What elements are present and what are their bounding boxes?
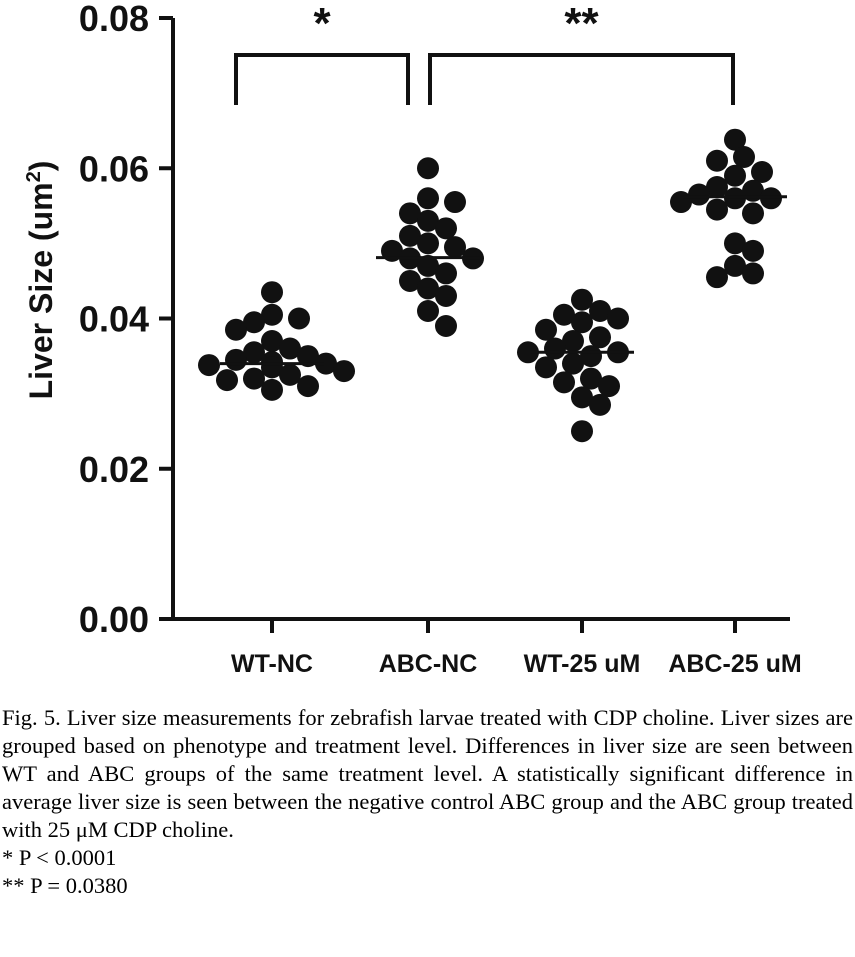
data-point	[399, 224, 421, 247]
data-point	[670, 191, 692, 214]
data-point	[399, 269, 421, 292]
data-point	[435, 262, 457, 285]
data-point	[589, 299, 611, 322]
data-points	[198, 128, 782, 443]
significance-marker: *	[313, 0, 331, 48]
data-point	[444, 236, 466, 259]
data-point	[562, 352, 584, 375]
data-point	[417, 209, 439, 232]
data-point	[742, 202, 764, 225]
y-tick-label: 0.06	[79, 148, 149, 189]
y-axis-label: Liver Size (um2)	[23, 161, 59, 400]
data-point	[751, 161, 773, 184]
x-tick-label: ABC-25 uM	[668, 650, 801, 678]
data-point	[571, 311, 593, 334]
data-point	[261, 303, 283, 326]
data-point	[760, 187, 782, 210]
data-point	[288, 307, 310, 330]
data-point	[216, 369, 238, 392]
significance-bracket	[234, 53, 410, 105]
data-point	[733, 145, 755, 168]
data-point	[243, 367, 265, 390]
x-tick-label: WT-NC	[231, 650, 313, 678]
data-point	[553, 303, 575, 326]
data-point	[297, 345, 319, 368]
data-point	[243, 311, 265, 334]
data-point	[742, 262, 764, 285]
data-point	[535, 318, 557, 341]
data-point	[261, 378, 283, 401]
data-point	[535, 356, 557, 379]
y-tick-label: 0.08	[79, 0, 149, 39]
significance-bracket	[428, 53, 735, 105]
data-point	[517, 341, 539, 364]
data-point	[279, 363, 301, 386]
data-point	[297, 375, 319, 398]
data-point	[435, 284, 457, 307]
data-point	[589, 326, 611, 349]
data-point	[417, 254, 439, 277]
data-point	[607, 307, 629, 330]
data-point	[417, 157, 439, 180]
y-tick-label: 0.02	[79, 449, 149, 490]
data-point	[399, 202, 421, 225]
data-point	[724, 187, 746, 210]
significance-note-2: ** P = 0.0380	[2, 873, 128, 898]
data-point	[589, 393, 611, 416]
data-point	[261, 281, 283, 304]
data-point	[724, 232, 746, 255]
data-point	[261, 330, 283, 353]
data-point	[580, 367, 602, 390]
significance-marker: **	[564, 0, 599, 48]
data-point	[225, 318, 247, 341]
data-point	[435, 217, 457, 240]
data-point	[261, 356, 283, 379]
data-point	[724, 128, 746, 151]
data-point	[688, 183, 710, 206]
significance-note-1: * P < 0.0001	[2, 845, 117, 870]
x-tick-label: ABC-NC	[379, 650, 478, 678]
x-tick-label: WT-25 uM	[524, 650, 641, 678]
data-point	[435, 315, 457, 338]
y-tick-label: 0.04	[79, 299, 149, 340]
data-point	[225, 348, 247, 371]
data-point	[333, 360, 355, 383]
data-point	[571, 288, 593, 311]
data-point	[279, 337, 301, 360]
data-point	[417, 277, 439, 300]
data-point	[198, 354, 220, 377]
data-point	[724, 254, 746, 277]
data-point	[580, 345, 602, 368]
median-lines	[220, 195, 787, 366]
caption-text: Fig. 5. Liver size measurements for zebr…	[2, 705, 853, 842]
data-point	[417, 232, 439, 255]
data-point	[724, 164, 746, 187]
data-point	[417, 187, 439, 210]
data-point	[571, 386, 593, 409]
y-axis-ticks: 0.00 0.02 0.04 0.06 0.08	[79, 0, 173, 640]
data-point	[571, 420, 593, 443]
x-axis-ticks: WT-NC ABC-NC WT-25 uM ABC-25 uM	[231, 619, 802, 678]
data-point	[544, 337, 566, 360]
data-point	[444, 191, 466, 214]
liver-size-chart: 0.00 0.02 0.04 0.06 0.08 WT-NC ABC-NC WT-25 uM…	[23, 0, 802, 678]
data-point	[315, 352, 337, 375]
data-point	[706, 149, 728, 172]
data-point	[706, 176, 728, 199]
data-point	[562, 330, 584, 353]
data-point	[417, 299, 439, 322]
y-tick-label: 0.00	[79, 599, 149, 640]
data-point	[706, 198, 728, 221]
data-point	[553, 371, 575, 394]
data-point	[706, 266, 728, 289]
figure-caption: Fig. 5. Liver size measurements for zebr…	[2, 704, 853, 900]
data-point	[598, 375, 620, 398]
data-point	[742, 239, 764, 262]
data-point	[243, 341, 265, 364]
significance-brackets: * **	[234, 0, 735, 105]
